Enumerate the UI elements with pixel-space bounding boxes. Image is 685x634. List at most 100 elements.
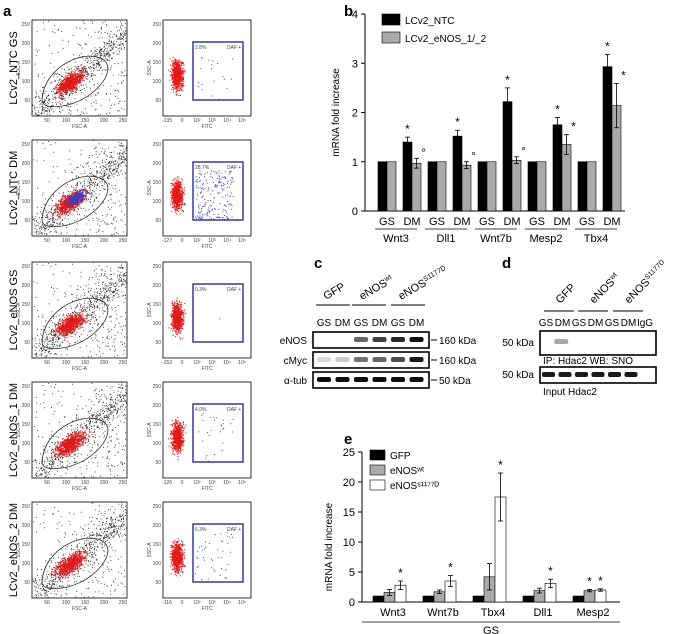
fsc-tick-label: 50	[44, 118, 50, 124]
fsc-tick-label: 100	[62, 480, 71, 486]
fitc-tick-label: 10⁵	[238, 238, 246, 244]
fitc-ssc-tick-label: 50	[155, 340, 161, 346]
kda-label-bottom: 50 kDa	[502, 370, 534, 381]
kda-label: 50 kDa	[439, 376, 471, 387]
lane-label: DM	[555, 318, 571, 329]
p1-gate-label: P1	[104, 173, 110, 179]
ssc-tick-label: 200	[22, 161, 31, 167]
scatter-red-points	[52, 65, 92, 99]
bar	[522, 595, 535, 603]
fitc-points	[167, 413, 234, 462]
fitc-ssc-tick-label: 250	[153, 264, 162, 270]
blot-group-label: GFP	[322, 281, 348, 303]
blot-band	[409, 337, 424, 342]
fsc-tick-label: 100	[62, 238, 71, 244]
daf-gate	[192, 403, 244, 463]
fsc-tick-label: 150	[81, 600, 90, 606]
blot-frame	[312, 351, 430, 369]
p1-gate-label: P1	[104, 53, 110, 59]
fsc-axis-label: FSC-A	[72, 486, 88, 492]
bar	[402, 141, 413, 212]
fitc-ssc-tick-label: 200	[153, 41, 162, 47]
condition-label: DM	[453, 216, 470, 228]
lane-label: DM	[409, 318, 425, 329]
fitc-tick-label: 10⁴	[223, 600, 231, 606]
ssc-tick-label: 100	[22, 79, 31, 85]
facs-row-label: LCv2_eNOS_2 DM	[8, 503, 20, 597]
significance-mark: *	[571, 120, 576, 134]
fitc-tick-label: 10³	[208, 600, 216, 606]
fitc-ssc-tick-label: 50	[155, 460, 161, 466]
ssc-tick-label: 150	[22, 542, 31, 548]
lane-label: DM	[621, 318, 637, 329]
p1-gate	[41, 297, 109, 350]
bar	[552, 124, 563, 212]
ssc-tick-label: 100	[22, 199, 31, 205]
fitc-axis-label: FITC	[201, 124, 212, 130]
blot-band	[354, 377, 368, 382]
blot-group-label: GFP	[554, 282, 578, 306]
ssc-tick-label: 50	[24, 218, 30, 224]
facs-row: LCv2_eNOS_2 DM P1 50 100 150 200 250 50 100 150 20…	[8, 501, 252, 612]
blot-band	[372, 337, 387, 342]
lane-label: GS	[317, 318, 332, 329]
bar	[377, 161, 388, 212]
fitc-tick-label: 10³	[208, 360, 216, 366]
scatter-red-points	[52, 308, 90, 343]
chart-e: 0 5 10 15 20 25 mRNA fold increase * Wnt3 * Wnt7b *…	[324, 447, 620, 634]
bar	[586, 161, 597, 212]
blot-band	[391, 337, 405, 342]
fsc-tick-label: 200	[100, 118, 109, 124]
p1-gate-label: P1	[104, 415, 110, 421]
lane-label: GS	[391, 318, 406, 329]
fsc-tick-label: 150	[81, 238, 90, 244]
fsc-tick-label: 150	[81, 480, 90, 486]
blot-band	[354, 337, 368, 342]
group-label: Wnt3	[383, 233, 409, 245]
ssc-tick-label: 50	[24, 580, 30, 586]
fsc-axis-label: FSC-A	[72, 606, 88, 612]
scatter-black-points	[32, 262, 127, 358]
condition-label: DM	[403, 216, 420, 228]
bar	[372, 595, 385, 603]
bar	[572, 595, 585, 603]
blot-band	[591, 372, 605, 377]
x-axis-label: GS	[483, 625, 499, 634]
fitc-ssc-tick-label: 150	[153, 302, 162, 308]
y-tick-label: 4	[352, 9, 358, 21]
blot-band	[372, 357, 387, 362]
fitc-red-points	[167, 416, 187, 461]
significance-mark: *	[498, 458, 503, 472]
daf-percent: 28.7%	[195, 165, 210, 171]
y-tick-label: 3	[352, 58, 358, 70]
fitc-ssc-tick-label: 150	[153, 422, 162, 428]
fitc-red-points	[169, 538, 186, 577]
lane-label: IgG	[637, 318, 653, 329]
ssc-tick-label: 250	[22, 22, 31, 28]
fitc-axis-label: FITC	[201, 366, 212, 372]
y-tick-label: 0	[352, 206, 358, 218]
ssc-tick-label: 150	[22, 60, 31, 66]
blot-group-superscript: S1177D	[644, 259, 666, 281]
ssc-tick-label: 250	[22, 504, 31, 510]
category-label: Mesp2	[576, 607, 609, 619]
daf-label: DAF +	[227, 527, 241, 533]
category-label: Wnt7b	[427, 607, 459, 619]
blot-group-label: eNOSS1177D	[397, 265, 450, 303]
fitc-tick-label: 10³	[208, 238, 216, 244]
fitc-tick-label: 10⁵	[238, 118, 246, 124]
bar	[583, 590, 596, 603]
fitc-points	[168, 56, 234, 100]
daf-percent: 6.3%	[195, 527, 207, 533]
fitc-tick-label: 10³	[208, 480, 216, 486]
fitc-tick-label: 10²	[193, 118, 201, 124]
scatter-frame	[31, 19, 128, 117]
condition-label: GS	[579, 216, 595, 228]
blot-band	[391, 357, 405, 362]
fitc-axis-label: FITC	[201, 244, 212, 250]
scatter-points	[32, 20, 127, 116]
lane-label: GS	[354, 318, 369, 329]
y-tick-label: 20	[343, 477, 355, 489]
